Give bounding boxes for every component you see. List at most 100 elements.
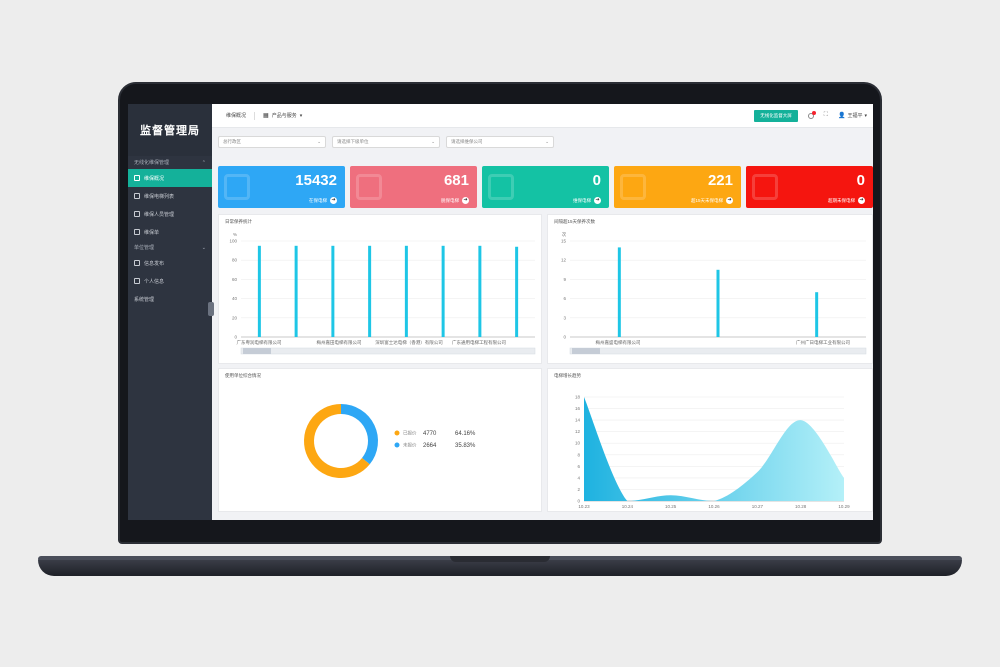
product-menu-label: 产品与服务 bbox=[271, 113, 297, 119]
x-tick-label: 10.29 bbox=[838, 504, 850, 509]
arrow-right-icon[interactable]: ➜ bbox=[726, 197, 733, 204]
big-screen-button[interactable]: 无线化监督大屏 bbox=[754, 109, 798, 122]
wrench-icon bbox=[488, 174, 514, 200]
stat-card-over-15-days[interactable]: 221 超15天未保电梯 ➜ bbox=[614, 166, 741, 208]
sidebar-collapse-handle[interactable] bbox=[208, 302, 214, 316]
area-series bbox=[584, 397, 844, 501]
stat-label-row: 脱保电梯 ➜ bbox=[441, 197, 469, 204]
sidebar-item-news[interactable]: 信息发布 bbox=[128, 254, 212, 272]
news-icon bbox=[134, 260, 140, 266]
x-tick-label: 广东通用电梯工程有限公司 bbox=[452, 339, 506, 346]
filter-bar: 总行政区 ⌄ 请选择下级单位 ⌄ 请选择维保公司 ⌄ bbox=[218, 136, 554, 148]
sidebar-item-profile[interactable]: 个人信息 bbox=[128, 272, 212, 290]
stat-value: 15432 bbox=[295, 172, 337, 189]
y-axis-unit: % bbox=[233, 232, 237, 237]
y-tick-label: 0 bbox=[234, 335, 237, 340]
stat-label-row: 在保电梯 ➜ bbox=[309, 197, 337, 204]
x-tick-label: 10.27 bbox=[752, 504, 764, 509]
y-tick-label: 20 bbox=[232, 315, 238, 320]
donut-chart-units: 已报价 4770 64.16% 未报价 2664 35.83% bbox=[304, 404, 476, 478]
y-tick-label: 14 bbox=[575, 418, 581, 423]
bar bbox=[716, 269, 720, 337]
sidebar-item-orders[interactable]: 维保单 bbox=[128, 223, 212, 241]
list-icon bbox=[134, 193, 140, 199]
y-tick-label: 2 bbox=[577, 487, 580, 492]
fullscreen-icon[interactable]: ⛶ bbox=[823, 112, 828, 118]
sidebar-item-label: 维保电梯列表 bbox=[144, 193, 175, 200]
sidebar: 监督管理局 无线化维保管理 ⌃ 维保概况 维保电梯列表 维保人员管理 维保单 bbox=[128, 104, 212, 520]
sidebar-group-maintenance[interactable]: 无线化维保管理 ⌃ bbox=[128, 156, 212, 169]
user-menu[interactable]: 👤 王福平 ▾ bbox=[837, 112, 867, 120]
user-icon bbox=[134, 211, 140, 217]
user-name: 王福平 bbox=[847, 113, 863, 119]
legend-value: 2664 bbox=[423, 443, 437, 449]
sidebar-item-label: 维保概况 bbox=[144, 175, 165, 182]
stat-label: 维保电梯 bbox=[573, 197, 591, 203]
y-tick-label: 12 bbox=[575, 429, 581, 434]
stat-card-out-of-service[interactable]: 681 脱保电梯 ➜ bbox=[350, 166, 477, 208]
y-tick-label: 10 bbox=[575, 441, 581, 446]
bar bbox=[515, 246, 519, 337]
bell-icon[interactable] bbox=[807, 110, 816, 119]
sidebar-item-system[interactable]: 系统管理 bbox=[128, 290, 212, 308]
bar bbox=[617, 247, 621, 337]
zoom-slider-handle bbox=[572, 348, 600, 354]
elevator-icon bbox=[356, 174, 382, 200]
stat-value: 221 bbox=[707, 172, 733, 189]
x-tick-label: 广州广日电梯工业有限公司 bbox=[796, 339, 850, 346]
bar bbox=[478, 245, 482, 337]
y-tick-label: 3 bbox=[563, 315, 566, 320]
clock-icon bbox=[620, 174, 646, 200]
stat-card-in-service[interactable]: 15432 在保电梯 ➜ bbox=[218, 166, 345, 208]
x-tick-label: 梅州嘉盛电梯有限公司 bbox=[596, 339, 641, 346]
stat-label-row: 超15天未保电梯 ➜ bbox=[691, 197, 733, 204]
sidebar-item-label: 个人信息 bbox=[144, 278, 165, 285]
arrow-right-icon[interactable]: ➜ bbox=[462, 197, 469, 204]
x-tick-label: 广东粤润电梯有限公司 bbox=[237, 339, 282, 346]
chevron-down-icon: ⌄ bbox=[431, 139, 435, 144]
warning-icon bbox=[752, 174, 778, 200]
legend-percent: 35.83% bbox=[455, 443, 476, 449]
stat-card-maintenance[interactable]: 0 维保电梯 ➜ bbox=[482, 166, 609, 208]
legend-marker bbox=[394, 442, 400, 448]
bar bbox=[441, 245, 445, 337]
phone-icon bbox=[134, 175, 140, 181]
stat-label: 脱保电梯 bbox=[441, 197, 459, 203]
sidebar-item-staff[interactable]: 维保人员管理 bbox=[128, 205, 212, 223]
sidebar-item-label: 维保人员管理 bbox=[144, 211, 175, 218]
unit-select[interactable]: 请选择下级单位 ⌄ bbox=[332, 136, 440, 148]
screen: 监督管理局 无线化维保管理 ⌃ 维保概况 维保电梯列表 维保人员管理 维保单 bbox=[128, 104, 873, 520]
region-select-value: 总行政区 bbox=[223, 139, 241, 144]
y-tick-label: 100 bbox=[229, 239, 237, 244]
chevron-down-icon: ⌄ bbox=[317, 139, 321, 144]
sidebar-item-overview[interactable]: 维保概况 bbox=[128, 169, 212, 187]
arrow-right-icon[interactable]: ➜ bbox=[858, 197, 865, 204]
breadcrumb-home[interactable]: 维保概况 bbox=[226, 113, 247, 119]
arrow-right-icon[interactable]: ➜ bbox=[330, 197, 337, 204]
company-select[interactable]: 请选择维保公司 ⌄ bbox=[446, 136, 554, 148]
bar-chart-interval: 次 0 3 6 9 12 15 梅州嘉盛电梯有限公司 广州广日电梯工业有限公司 bbox=[561, 231, 867, 355]
sidebar-item-label: 维保单 bbox=[144, 229, 160, 236]
donut-slice bbox=[340, 404, 378, 465]
arrow-right-icon[interactable]: ➜ bbox=[594, 197, 601, 204]
stat-card-overdue[interactable]: 0 超期未保电梯 ➜ bbox=[746, 166, 873, 208]
product-menu[interactable]: ▦ 产品与服务 ▾ bbox=[263, 112, 302, 120]
x-tick-label: 10.24 bbox=[622, 504, 634, 509]
panel-interval-maintenance: 间隔超15天保养次数 次 0 3 6 9 12 15 梅州嘉盛电梯有限公司 广州广日电梯工业有限… bbox=[547, 214, 873, 364]
unit-select-value: 请选择下级单位 bbox=[337, 139, 369, 144]
stat-value: 681 bbox=[443, 172, 469, 189]
caret-down-icon: ▾ bbox=[864, 112, 867, 119]
notification-badge bbox=[811, 110, 816, 115]
avatar-icon: 👤 bbox=[837, 113, 846, 119]
panel-growth-trend: 电梯增长趋势 0 2 4 6 8 10 12 14 16 18 10.23 10.24 10.25 10.… bbox=[547, 368, 873, 512]
y-tick-label: 6 bbox=[563, 296, 566, 301]
sidebar-item-elevator-list[interactable]: 维保电梯列表 bbox=[128, 187, 212, 205]
bar bbox=[404, 245, 408, 337]
panel-title: 间隔超15天保养次数 bbox=[554, 219, 596, 224]
sidebar-item-label: 信息发布 bbox=[144, 260, 165, 267]
sidebar-group-units[interactable]: 单位管理 ⌄ bbox=[128, 241, 212, 254]
stat-value: 0 bbox=[856, 172, 865, 189]
region-select[interactable]: 总行政区 ⌄ bbox=[218, 136, 326, 148]
legend-marker bbox=[394, 430, 400, 436]
